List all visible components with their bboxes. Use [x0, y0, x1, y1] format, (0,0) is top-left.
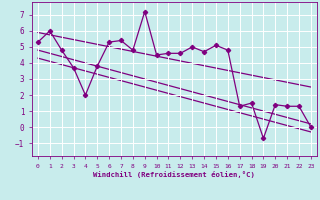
X-axis label: Windchill (Refroidissement éolien,°C): Windchill (Refroidissement éolien,°C)	[93, 171, 255, 178]
